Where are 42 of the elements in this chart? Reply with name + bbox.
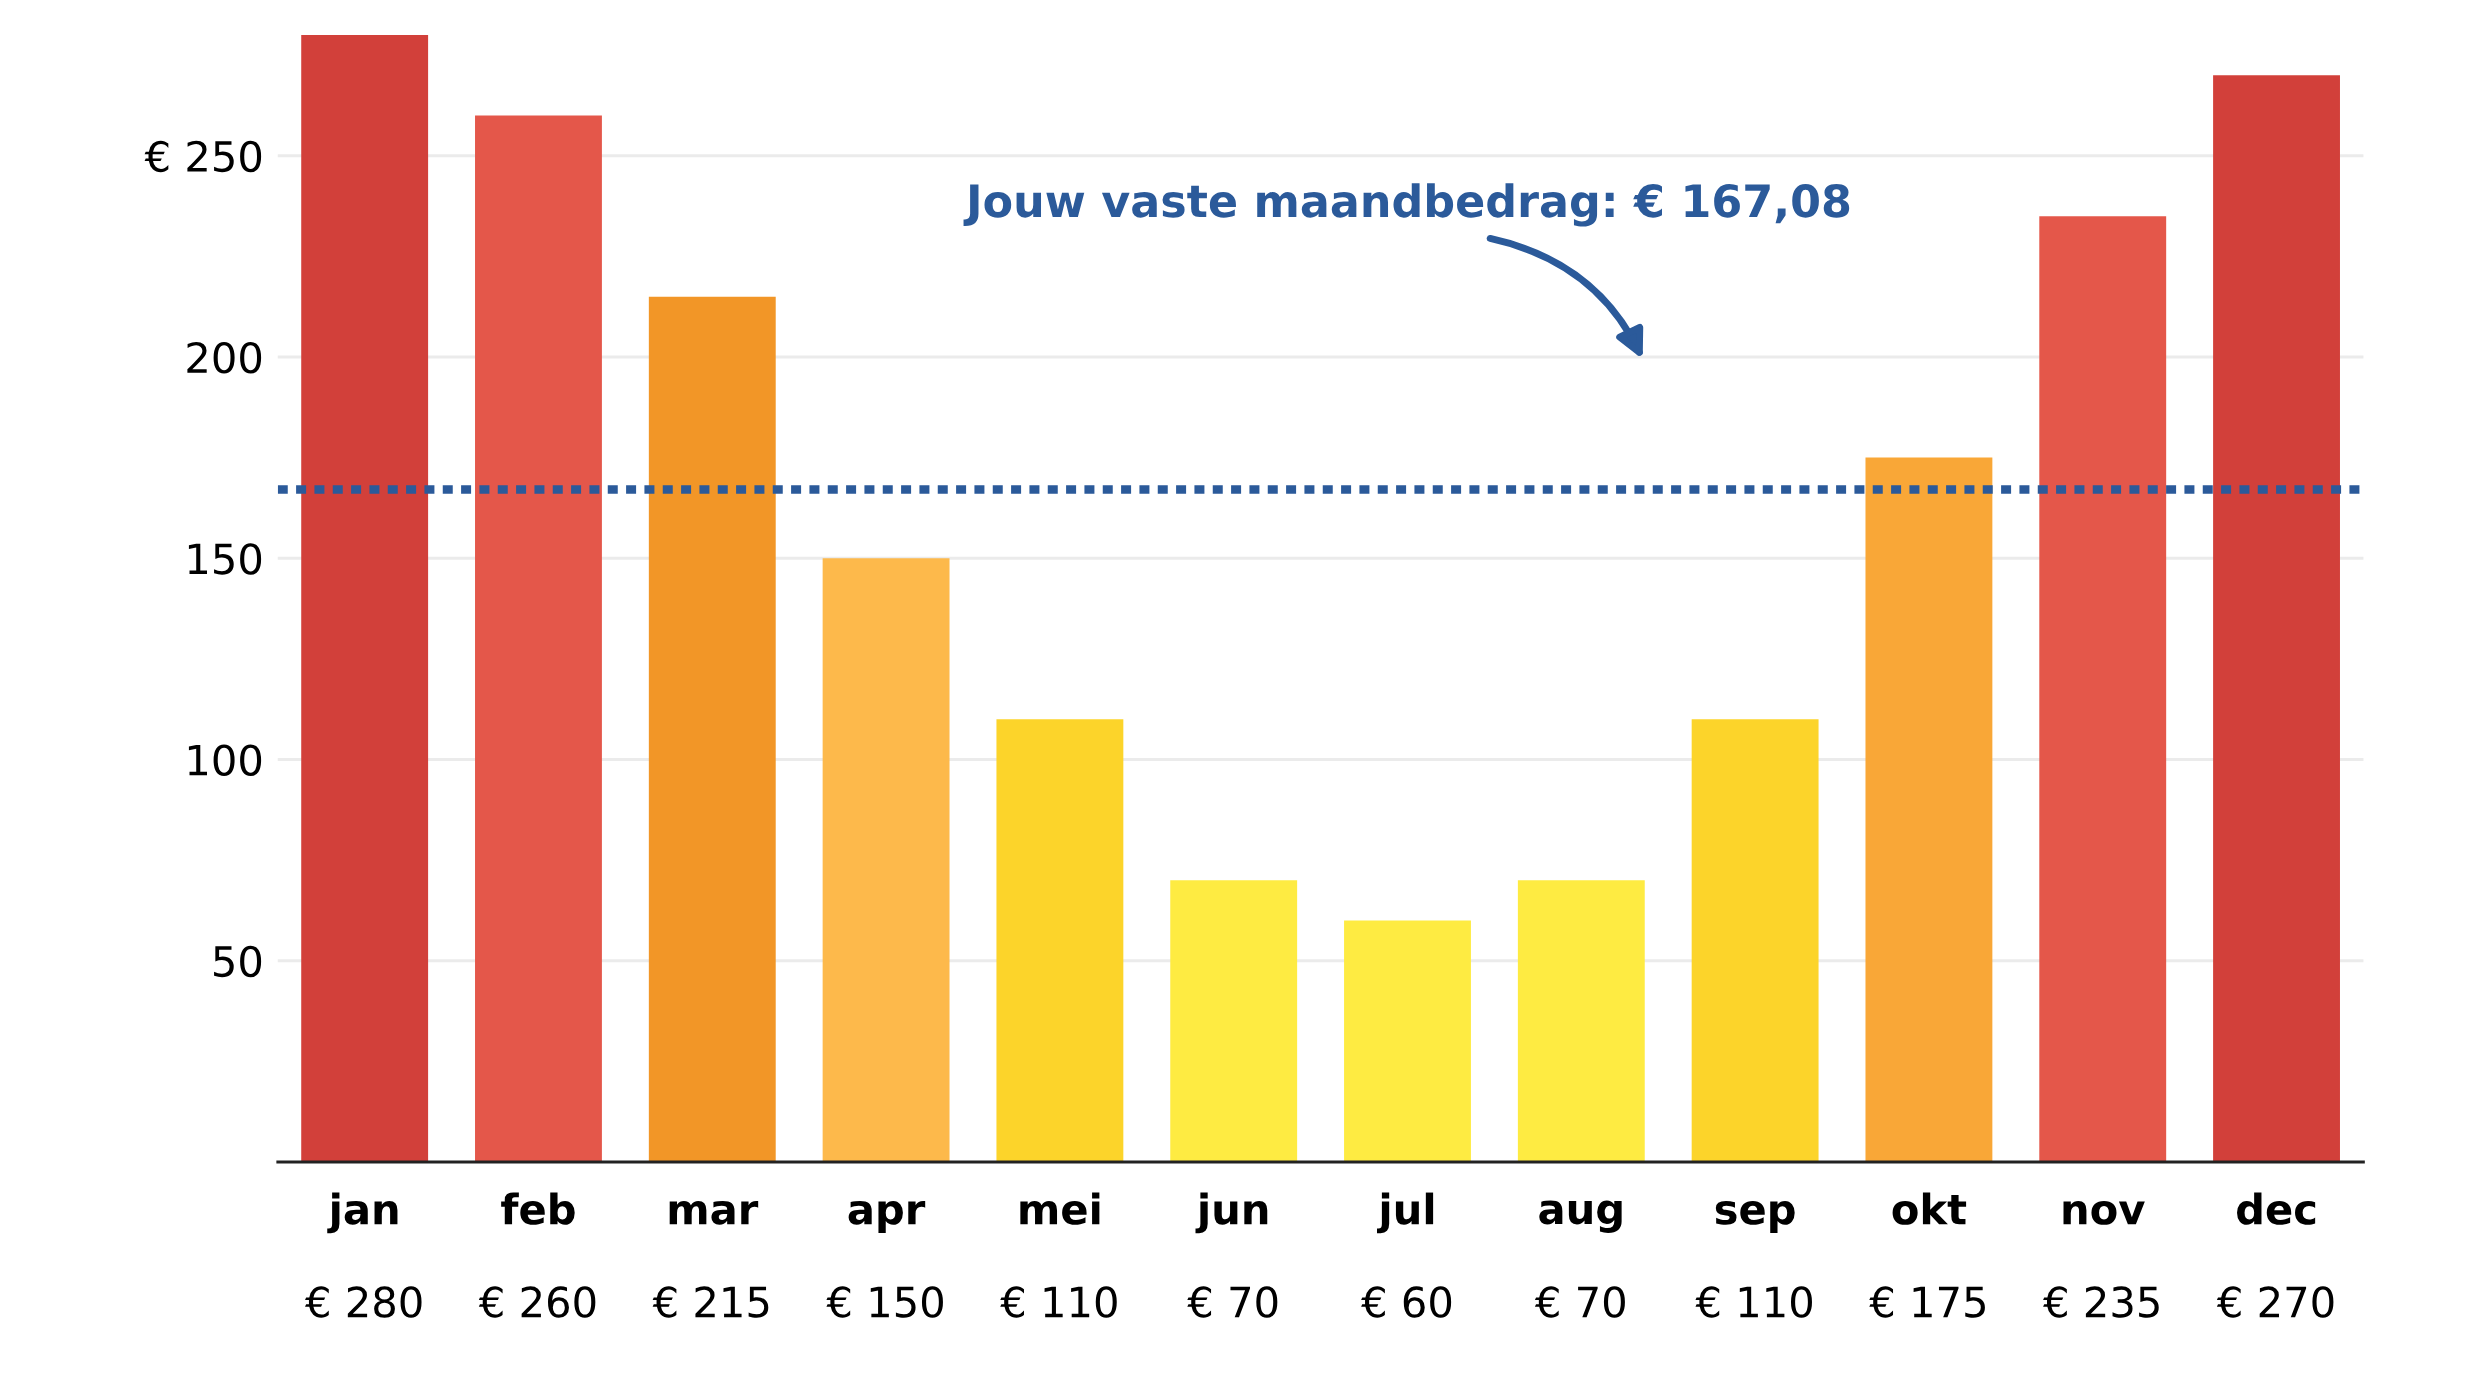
data-label: € 150 (826, 1286, 943, 1318)
bar (475, 115, 602, 1162)
data-label: € 215 (652, 1286, 769, 1318)
bar (2039, 216, 2167, 1162)
data-label: € 110 (1000, 1286, 1117, 1318)
bar (2213, 75, 2340, 1162)
x-tick-label: nov (2063, 1200, 2145, 1225)
y-tick-label: 200 (187, 341, 262, 374)
x-tick-label: feb (501, 1192, 575, 1225)
x-tick-label: mar (669, 1200, 759, 1225)
data-label: € 270 (2216, 1286, 2334, 1318)
x-tick-label: dec (2237, 1192, 2316, 1225)
y-tick-label: 150 (188, 543, 262, 575)
bar (1344, 920, 1471, 1162)
bar (301, 35, 429, 1162)
bar (1691, 719, 1819, 1162)
data-label: € 260 (478, 1286, 596, 1318)
y-tick-label: 50 (214, 945, 262, 978)
bar (1517, 880, 1645, 1162)
bar (822, 558, 950, 1162)
data-label: € 175 (1869, 1286, 1985, 1318)
y-tick-label: € 250 (144, 140, 262, 173)
data-label: € 110 (1695, 1286, 1812, 1318)
x-tick-label: mei (1020, 1192, 1100, 1225)
bar (1170, 880, 1298, 1162)
data-label: € 60 (1361, 1286, 1452, 1318)
bar (1865, 457, 1993, 1162)
x-tick-label: apr (848, 1200, 926, 1233)
x-tick-label: okt (1892, 1192, 1967, 1225)
data-label: € 280 (305, 1286, 422, 1318)
x-tick-label: jun (1195, 1192, 1268, 1234)
y-tick-label: 100 (188, 744, 262, 776)
data-label: € 235 (2043, 1286, 2159, 1318)
x-tick-label: aug (1539, 1200, 1622, 1233)
x-tick-label: jul (1377, 1192, 1434, 1234)
x-tick-label: sep (1715, 1200, 1795, 1233)
ref-line-label: Jouw vaste maandbedrag: € 167,08 (963, 183, 1850, 227)
data-label: € 70 (1187, 1286, 1278, 1318)
data-label: € 70 (1534, 1286, 1625, 1318)
bar (648, 296, 776, 1162)
bar (996, 719, 1124, 1162)
x-tick-label: jan (327, 1192, 398, 1234)
